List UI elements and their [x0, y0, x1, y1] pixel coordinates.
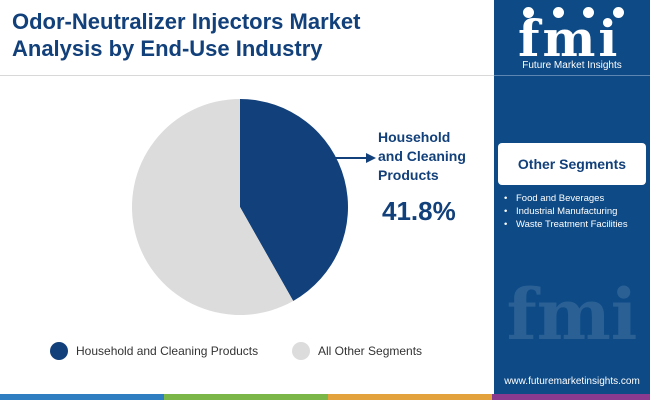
chart-legend: Household and Cleaning Products All Othe…	[50, 341, 490, 363]
bottom-color-bar	[0, 394, 650, 400]
chart-title: Odor-Neutralizer Injectors Market Analys…	[12, 8, 482, 62]
fmi-logo: fmi Future Market Insights	[494, 4, 650, 74]
logo-badge-icon	[582, 6, 595, 19]
title-line-2: Analysis by End-Use Industry	[12, 36, 323, 61]
callout-arrow-icon	[334, 153, 376, 163]
callout-label: Household and Cleaning Products	[378, 128, 488, 185]
callout-label-line-1: Household	[378, 129, 451, 145]
callout-label-line-2: and Cleaning	[378, 148, 466, 164]
list-item: Food and Beverages	[498, 192, 646, 205]
title-divider	[0, 75, 494, 76]
bottom-bar-segment	[492, 394, 650, 400]
website-link[interactable]: www.futuremarketinsights.com	[504, 376, 640, 387]
bottom-bar-segment	[328, 394, 492, 400]
legend-label-household: Household and Cleaning Products	[76, 344, 259, 358]
logo-subtitle: Future Market Insights	[522, 60, 622, 71]
logo-badge-icon	[612, 6, 625, 19]
legend-swatch-other	[292, 342, 310, 360]
bottom-bar-segment	[0, 394, 164, 400]
title-line-1: Odor-Neutralizer Injectors Market	[12, 9, 361, 34]
logo-badges	[516, 6, 628, 20]
pie-slice-other	[131, 99, 294, 315]
pie-chart	[131, 99, 348, 315]
callout-label-line-3: Products	[378, 167, 439, 183]
list-item: Industrial Manufacturing	[498, 205, 646, 218]
legend-swatch-household	[50, 342, 68, 360]
other-segments-heading: Other Segments	[517, 156, 627, 172]
list-item: Waste Treatment Facilities	[498, 218, 646, 231]
logo-letters: fmi	[518, 9, 621, 68]
pie-slice-household	[240, 99, 348, 301]
other-segments-card: Other Segments	[498, 143, 646, 185]
callout-value: 41.8%	[382, 196, 456, 226]
sidebar: fmi Future Market Insights Other Segment…	[494, 0, 650, 394]
fmi-watermark: fmi	[506, 273, 638, 356]
logo-badge-icon	[552, 6, 565, 19]
logo-divider	[494, 75, 650, 76]
logo-badge-icon	[522, 6, 535, 19]
other-segments-list: Food and Beverages Industrial Manufactur…	[498, 192, 646, 231]
bottom-bar-segment	[164, 394, 328, 400]
legend-label-other: All Other Segments	[318, 344, 423, 358]
